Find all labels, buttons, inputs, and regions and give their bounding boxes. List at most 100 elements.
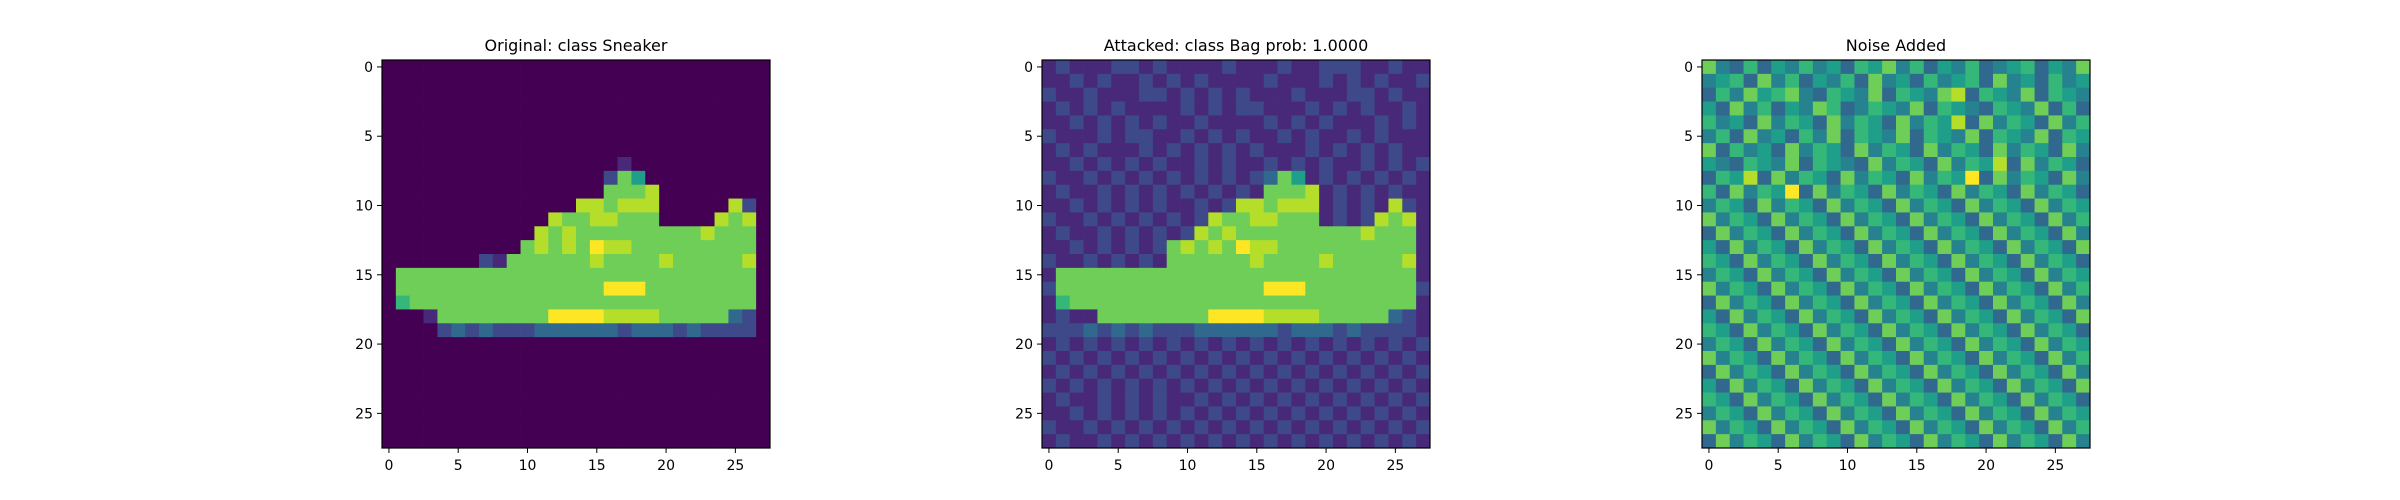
heatmap-cell bbox=[1757, 129, 1772, 144]
heatmap-cell bbox=[1937, 212, 1952, 227]
heatmap-cell bbox=[589, 351, 605, 366]
heatmap-cell bbox=[1097, 240, 1112, 255]
heatmap-cell bbox=[1402, 267, 1417, 283]
heatmap-cell bbox=[1909, 184, 1925, 199]
heatmap-cell bbox=[700, 281, 715, 296]
heatmap-cell bbox=[1236, 295, 1251, 310]
heatmap-cell bbox=[1374, 87, 1389, 102]
heatmap-cell bbox=[506, 406, 521, 421]
heatmap-cell bbox=[1319, 420, 1334, 435]
heatmap-cell bbox=[2062, 87, 2077, 102]
heatmap-cell bbox=[1785, 212, 1800, 227]
heatmap-cell bbox=[1360, 267, 1375, 283]
heatmap-cell bbox=[603, 434, 618, 449]
heatmap-cell bbox=[1909, 434, 1925, 449]
heatmap-cell bbox=[700, 170, 715, 186]
heatmap-cell bbox=[756, 115, 771, 130]
heatmap-cell bbox=[1388, 420, 1403, 435]
heatmap-cell bbox=[1882, 351, 1897, 366]
heatmap-cell bbox=[1305, 281, 1320, 296]
heatmap-cell bbox=[1923, 420, 1938, 435]
heatmap-cell bbox=[617, 101, 632, 116]
heatmap-cell bbox=[1882, 392, 1897, 407]
heatmap-cell bbox=[1055, 143, 1071, 158]
heatmap-cell bbox=[1125, 115, 1140, 130]
heatmap-cell bbox=[1152, 157, 1168, 172]
heatmap-cell bbox=[1826, 240, 1841, 255]
heatmap-cell bbox=[1799, 240, 1814, 255]
heatmap-cell bbox=[1236, 254, 1251, 269]
heatmap-cell bbox=[1993, 240, 2008, 255]
heatmap-cell bbox=[1702, 406, 1717, 421]
heatmap-cell bbox=[2034, 295, 2049, 310]
heatmap-cell bbox=[700, 254, 715, 269]
heatmap-cell bbox=[617, 281, 632, 296]
heatmap-cell bbox=[1979, 351, 1994, 366]
heatmap-cell bbox=[1402, 434, 1417, 449]
heatmap-cell bbox=[1882, 212, 1897, 227]
heatmap-cell bbox=[714, 281, 729, 296]
heatmap-cell bbox=[1180, 60, 1195, 75]
heatmap-cell bbox=[1923, 254, 1938, 269]
heatmap-cell bbox=[2076, 87, 2091, 102]
heatmap-cell bbox=[1882, 226, 1897, 241]
heatmap-cell bbox=[409, 184, 424, 199]
heatmap-cell bbox=[1249, 309, 1265, 324]
heatmap-cell bbox=[382, 73, 397, 89]
heatmap-cell bbox=[589, 420, 605, 435]
x-tick-label: 15 bbox=[1248, 458, 1266, 474]
heatmap-cell bbox=[1799, 226, 1814, 241]
heatmap-cell bbox=[1909, 364, 1925, 380]
heatmap-cell bbox=[1702, 378, 1717, 393]
heatmap-cell bbox=[1951, 129, 1966, 144]
heatmap-cell bbox=[2034, 392, 2049, 407]
heatmap-cell bbox=[728, 309, 743, 324]
heatmap-cell bbox=[1416, 267, 1431, 283]
heatmap-cell bbox=[1263, 212, 1278, 227]
heatmap-cell bbox=[1194, 240, 1209, 255]
heatmap-cell bbox=[534, 267, 549, 283]
heatmap-cell bbox=[548, 323, 563, 338]
heatmap-cell bbox=[714, 267, 729, 283]
heatmap-cell bbox=[1979, 87, 1994, 102]
heatmap-cell bbox=[1416, 73, 1431, 89]
heatmap-cell bbox=[562, 240, 577, 255]
heatmap-cell bbox=[576, 60, 591, 75]
heatmap-cell bbox=[1896, 157, 1911, 172]
heatmap-cell bbox=[1868, 240, 1883, 255]
heatmap-cell bbox=[1785, 157, 1800, 172]
heatmap-cell bbox=[492, 420, 508, 435]
heatmap-cell bbox=[1208, 295, 1223, 310]
heatmap-cell bbox=[1236, 198, 1251, 213]
heatmap-cell bbox=[673, 198, 688, 213]
heatmap-cell bbox=[1069, 212, 1084, 227]
heatmap-cell bbox=[2020, 73, 2035, 89]
heatmap-cell bbox=[1416, 143, 1431, 158]
heatmap-cell bbox=[589, 295, 605, 310]
heatmap-cell bbox=[1799, 406, 1814, 421]
heatmap-cell bbox=[1993, 101, 2008, 116]
heatmap-cell bbox=[395, 434, 411, 449]
heatmap-cell bbox=[714, 157, 729, 172]
heatmap-cell bbox=[1333, 392, 1348, 407]
heatmap-cell bbox=[2034, 101, 2049, 116]
heatmap-cell bbox=[1097, 60, 1112, 75]
heatmap-cell bbox=[714, 295, 729, 310]
heatmap-cell bbox=[2076, 434, 2091, 449]
heatmap-cell bbox=[534, 60, 549, 75]
heatmap-cell bbox=[1374, 323, 1389, 338]
heatmap-cell bbox=[728, 115, 743, 130]
heatmap-cell bbox=[1715, 226, 1731, 241]
heatmap-cell bbox=[1208, 101, 1223, 116]
heatmap-cell bbox=[1360, 392, 1375, 407]
heatmap-cell bbox=[1743, 60, 1758, 75]
heatmap-cell bbox=[1333, 254, 1348, 269]
heatmap-cell bbox=[1263, 157, 1278, 172]
heatmap-cell bbox=[437, 420, 452, 435]
heatmap-cell bbox=[451, 129, 466, 144]
heatmap-cell bbox=[728, 60, 743, 75]
heatmap-cell bbox=[1180, 364, 1195, 380]
heatmap-cell bbox=[1346, 351, 1362, 366]
heatmap-cell bbox=[1180, 143, 1195, 158]
heatmap-cell bbox=[409, 60, 424, 75]
